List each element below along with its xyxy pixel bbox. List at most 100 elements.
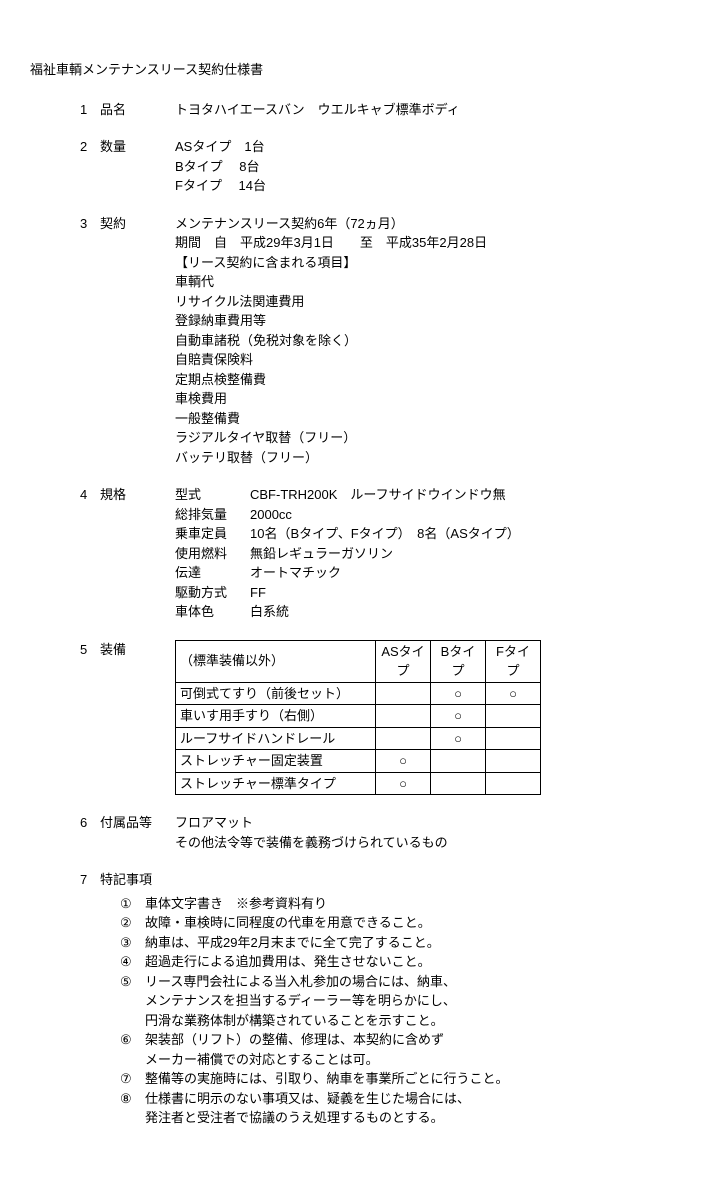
col-header: Bタイプ xyxy=(431,640,486,682)
spec-value: オートマチック xyxy=(250,563,695,583)
note-num: ⑧ xyxy=(120,1089,145,1109)
spec-value: 2000cc xyxy=(250,505,695,525)
spec-value: 無鉛レギュラーガソリン xyxy=(250,544,695,564)
table-cell xyxy=(431,750,486,773)
section-num: 5 xyxy=(80,640,100,796)
section-content: トヨタハイエースバン ウエルキャブ標準ボディ xyxy=(175,100,695,120)
acc-line: フロアマット xyxy=(175,813,695,833)
section-special-notes: 7 特記事項 xyxy=(80,870,695,890)
note-num: ① xyxy=(120,894,145,914)
section-num: 3 xyxy=(80,214,100,468)
section-accessories: 6 付属品等 フロアマット その他法令等で装備を義務づけられているもの xyxy=(80,813,695,852)
qty-line: Fタイプ 14台 xyxy=(175,176,695,196)
note-text: 超過走行による追加費用は、発生させないこと。 xyxy=(145,952,695,972)
table-cell xyxy=(486,705,541,728)
table-cell: ○ xyxy=(376,750,431,773)
spec-row: 乗車定員10名（Bタイプ、Fタイプ） 8名（ASタイプ） xyxy=(175,524,695,544)
table-cell: ○ xyxy=(486,682,541,705)
section-label: 特記事項 xyxy=(100,870,152,890)
table-cell: ○ xyxy=(431,682,486,705)
table-cell: ○ xyxy=(431,705,486,728)
contract-line: 自賠責保険料 xyxy=(175,350,695,370)
section-label: 付属品等 xyxy=(100,813,175,852)
section-label: 装備 xyxy=(100,640,175,796)
spec-row: 駆動方式FF xyxy=(175,583,695,603)
table-row: ストレッチャー固定装置○ xyxy=(176,750,541,773)
equipment-table: （標準装備以外） ASタイプ Bタイプ Fタイプ 可倒式てすり（前後セット）○○… xyxy=(175,640,541,796)
contract-line: バッテリ取替（フリー） xyxy=(175,448,695,468)
section-contract: 3 契約 メンテナンスリース契約6年（72ヵ月）期間 自 平成29年3月1日 至… xyxy=(80,214,695,468)
note-item: ③納車は、平成29年2月末までに全て完了すること。 xyxy=(120,933,695,953)
spec-row: 使用燃料無鉛レギュラーガソリン xyxy=(175,544,695,564)
table-cell xyxy=(486,750,541,773)
note-text: 仕様書に明示のない事項又は、疑義を生じた場合には、 xyxy=(145,1089,695,1109)
contract-line: 車検費用 xyxy=(175,389,695,409)
table-cell xyxy=(431,772,486,795)
section-label: 数量 xyxy=(100,137,175,196)
note-text: リース専門会社による当入札参加の場合には、納車、 xyxy=(145,972,695,992)
table-cell: ○ xyxy=(431,727,486,750)
table-row: ルーフサイドハンドレール ○ xyxy=(176,727,541,750)
contract-line: 登録納車費用等 xyxy=(175,311,695,331)
note-continuation: メーカー補償での対応とすることは可。 xyxy=(145,1050,695,1070)
table-row: 可倒式てすり（前後セット）○○ xyxy=(176,682,541,705)
table-cell: ストレッチャー標準タイプ xyxy=(176,772,376,795)
table-cell xyxy=(376,682,431,705)
spec-label: 総排気量 xyxy=(175,505,250,525)
table-cell xyxy=(486,772,541,795)
table-cell: ルーフサイドハンドレール xyxy=(176,727,376,750)
table-row: 車いす用手すり（右側）○ xyxy=(176,705,541,728)
acc-line: その他法令等で装備を義務づけられているもの xyxy=(175,833,695,853)
contract-line: メンテナンスリース契約6年（72ヵ月） xyxy=(175,214,695,234)
spec-label: 伝達 xyxy=(175,563,250,583)
note-item: ②故障・車検時に同程度の代車を用意できること。 xyxy=(120,913,695,933)
section-content: メンテナンスリース契約6年（72ヵ月）期間 自 平成29年3月1日 至 平成35… xyxy=(175,214,695,468)
note-item: ⑤リース専門会社による当入札参加の場合には、納車、 xyxy=(120,972,695,992)
qty-line: ASタイプ 1台 xyxy=(175,137,695,157)
spec-row: 総排気量2000cc xyxy=(175,505,695,525)
table-cell xyxy=(376,727,431,750)
note-text: 故障・車検時に同程度の代車を用意できること。 xyxy=(145,913,695,933)
note-item: ⑧仕様書に明示のない事項又は、疑義を生じた場合には、 xyxy=(120,1089,695,1109)
spec-value: FF xyxy=(250,583,695,603)
note-item: ①車体文字書き ※参考資料有り xyxy=(120,894,695,914)
table-header-row: （標準装備以外） ASタイプ Bタイプ Fタイプ xyxy=(176,640,541,682)
spec-row: 車体色白系統 xyxy=(175,602,695,622)
spec-value: 10名（Bタイプ、Fタイプ） 8名（ASタイプ） xyxy=(250,524,695,544)
section-content: （標準装備以外） ASタイプ Bタイプ Fタイプ 可倒式てすり（前後セット）○○… xyxy=(175,640,695,796)
spec-row: 伝達オートマチック xyxy=(175,563,695,583)
spec-label: 駆動方式 xyxy=(175,583,250,603)
section-label: 規格 xyxy=(100,485,175,622)
table-cell: ○ xyxy=(376,772,431,795)
table-row: ストレッチャー標準タイプ○ xyxy=(176,772,541,795)
spec-value: CBF-TRH200K ルーフサイドウインドウ無 xyxy=(250,485,695,505)
note-text: 架装部（リフト）の整備、修理は、本契約に含めず xyxy=(145,1030,695,1050)
qty-line: Bタイプ 8台 xyxy=(175,157,695,177)
note-item: ④超過走行による追加費用は、発生させないこと。 xyxy=(120,952,695,972)
note-item: ⑦整備等の実施時には、引取り、納車を事業所ごとに行うこと。 xyxy=(120,1069,695,1089)
contract-line: 一般整備費 xyxy=(175,409,695,429)
section-num: 7 xyxy=(80,870,100,890)
col-header: ASタイプ xyxy=(376,640,431,682)
notes-list: ①車体文字書き ※参考資料有り②故障・車検時に同程度の代車を用意できること。③納… xyxy=(120,894,695,1128)
section-quantity: 2 数量 ASタイプ 1台 Bタイプ 8台 Fタイプ 14台 xyxy=(80,137,695,196)
note-text: 整備等の実施時には、引取り、納車を事業所ごとに行うこと。 xyxy=(145,1069,695,1089)
contract-line: 【リース契約に含まれる項目】 xyxy=(175,253,695,273)
note-num: ⑦ xyxy=(120,1069,145,1089)
spec-label: 使用燃料 xyxy=(175,544,250,564)
contract-line: 自動車諸税（免税対象を除く） xyxy=(175,331,695,351)
note-text: 車体文字書き ※参考資料有り xyxy=(145,894,695,914)
col-header: Fタイプ xyxy=(486,640,541,682)
section-num: 6 xyxy=(80,813,100,852)
section-num: 4 xyxy=(80,485,100,622)
table-cell: ストレッチャー固定装置 xyxy=(176,750,376,773)
spec-row: 型式CBF-TRH200K ルーフサイドウインドウ無 xyxy=(175,485,695,505)
contract-line: リサイクル法関連費用 xyxy=(175,292,695,312)
section-product-name: 1 品名 トヨタハイエースバン ウエルキャブ標準ボディ xyxy=(80,100,695,120)
contract-line: ラジアルタイヤ取替（フリー） xyxy=(175,428,695,448)
section-num: 2 xyxy=(80,137,100,196)
section-content: ASタイプ 1台 Bタイプ 8台 Fタイプ 14台 xyxy=(175,137,695,196)
table-cell xyxy=(376,705,431,728)
note-continuation: メンテナンスを担当するディーラー等を明らかにし、 xyxy=(145,991,695,1011)
note-continuation: 円滑な業務体制が構築されていることを示すこと。 xyxy=(145,1011,695,1031)
